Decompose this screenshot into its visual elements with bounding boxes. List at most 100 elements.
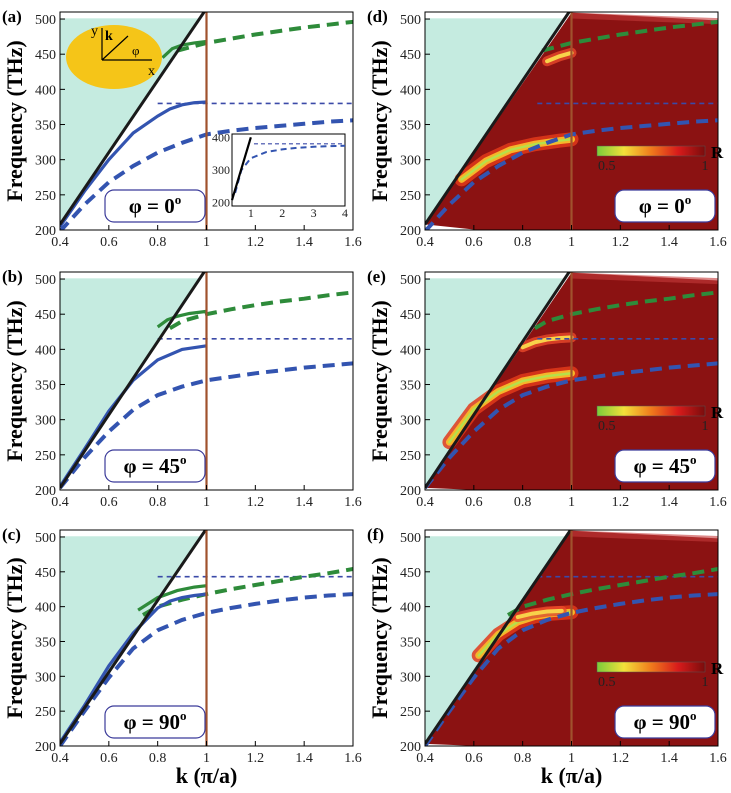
phi-label-box (104, 705, 206, 739)
schematic-icon: y x k φ (66, 24, 162, 89)
x-tick-label: 1 (568, 235, 575, 250)
y-tick-label: 300 (400, 670, 421, 685)
light-line (425, 530, 573, 745)
y-tick-label: 350 (400, 635, 421, 650)
inset-y-tick: 200 (212, 196, 230, 210)
phi-label: φ = 0o (639, 192, 692, 218)
x-tick-label: 1.4 (660, 495, 678, 510)
panel-label: (a) (2, 7, 22, 26)
y-tick-label: 300 (35, 154, 56, 169)
phi-label: φ = 45o (123, 452, 186, 478)
reflectance-spot (545, 50, 574, 64)
phi-value: φ = 45 (123, 454, 180, 478)
x-axis-label: k (π/a) (176, 763, 238, 788)
x-tick-label: 1.2 (612, 495, 630, 510)
y-tick-label: 200 (35, 484, 56, 499)
colorbar-min-label: 0.5 (598, 159, 616, 174)
x-tick-label: 1.2 (612, 235, 630, 250)
colorbar-max-label: 1 (702, 419, 709, 434)
x-tick-label: 0.4 (416, 495, 434, 510)
y-tick-label: 400 (400, 601, 421, 616)
y-tick-label: 350 (35, 119, 56, 134)
phi-label: φ = 45o (633, 452, 696, 478)
y-tick-label: 200 (35, 224, 56, 239)
phi-value: φ = 90 (633, 710, 690, 734)
light-line (60, 530, 208, 745)
x-tick-label: 1 (203, 235, 210, 250)
x-tick-label: 1 (203, 751, 210, 766)
y-axis-label: Frequency (THz) (2, 557, 27, 719)
x-tick-label: 1.4 (295, 495, 313, 510)
inset-y-tick: 400 (212, 130, 230, 144)
x-tick-label: 1.4 (295, 751, 313, 766)
phi-label: φ = 90o (633, 708, 696, 734)
x-tick-label: 1.4 (295, 235, 313, 250)
x-tick-label: 1.6 (709, 235, 727, 250)
y-tick-label: 450 (400, 48, 421, 63)
phi-degree: o (690, 452, 697, 467)
phi-label-box (614, 189, 716, 223)
y-tick-label: 400 (400, 343, 421, 358)
y-tick-label: 400 (35, 343, 56, 358)
y-tick-label: 350 (35, 379, 56, 394)
x-tick-label: 1 (568, 751, 575, 766)
colorbar-max-label: 1 (702, 675, 709, 690)
x-tick-label: 1.6 (344, 751, 362, 766)
phi-value: φ = 0 (129, 194, 175, 218)
phi-label-box (104, 189, 206, 223)
y-tick-label: 450 (35, 48, 56, 63)
panel-label: (d) (367, 7, 388, 26)
x-tick-label: 1 (568, 495, 575, 510)
colorbar-title: R (711, 659, 724, 678)
plot-area-b (60, 272, 353, 490)
x-tick-label: 1.6 (344, 495, 362, 510)
x-tick-label: 0.4 (416, 751, 434, 766)
y-tick-label: 250 (35, 705, 56, 720)
y-tick-label: 300 (35, 670, 56, 685)
panel-label: (c) (2, 525, 21, 544)
series-blue-dashed (60, 592, 353, 746)
ellipse-icon (66, 25, 162, 89)
series-blue-dashed (425, 592, 718, 746)
panel-a: 200 250 300 350 400 450 500 0.4 0.6 0.8 1 1.2 1.4 1.6… (2, 7, 362, 250)
light-cone-region (425, 272, 572, 488)
panel-label: (b) (2, 267, 23, 286)
y-tick-label: 400 (35, 83, 56, 98)
phi-label-box (104, 449, 206, 483)
panel-label: (e) (367, 267, 386, 286)
y-tick-label: 500 (35, 273, 56, 288)
panel-c: 200 250 300 350 400 450 500 0.4 0.6 0.8 1 1.2 1.4 1.6… (2, 525, 362, 766)
y-tick-label: 200 (400, 224, 421, 239)
y-tick-label: 200 (400, 740, 421, 755)
phi-label: φ = 90o (123, 708, 186, 734)
colorbar-min-label: 0.5 (598, 675, 616, 690)
y-tick-label: 450 (35, 308, 56, 323)
light-line (60, 12, 206, 226)
series-green-dashed (533, 290, 718, 331)
x-tick-label: 0.8 (514, 495, 532, 510)
x-tick-label: 0.4 (51, 495, 69, 510)
series-green-dashed (142, 567, 353, 617)
x-tick-label: 0.6 (465, 235, 483, 250)
x-tick-label: 1.6 (344, 235, 362, 250)
y-tick-label: 400 (35, 601, 56, 616)
series-green-dashed (168, 290, 353, 331)
y-tick-label: 250 (35, 449, 56, 464)
plot-area-f (425, 530, 718, 746)
series-green-dashed (507, 567, 718, 617)
x-tick-label: 0.4 (416, 235, 434, 250)
x-tick-label: 0.8 (514, 751, 532, 766)
y-tick-label: 500 (35, 13, 56, 28)
schematic-k-label: k (105, 29, 113, 44)
phi-label: φ = 0o (129, 192, 182, 218)
y-tick-label: 250 (400, 189, 421, 204)
y-tick-label: 350 (400, 119, 421, 134)
light-cone-region (425, 530, 572, 744)
inset-frame (231, 133, 346, 207)
schematic-y-label: y (91, 24, 98, 39)
panel-d: 200 250 300 350 400 450 500 0.4 0.6 0.8 1 1.2 1.4 1.6… (367, 7, 727, 250)
y-tick-label: 300 (400, 154, 421, 169)
panel-label: (f) (367, 525, 384, 544)
x-tick-label: 0.8 (149, 751, 167, 766)
phi-degree: o (175, 192, 182, 207)
